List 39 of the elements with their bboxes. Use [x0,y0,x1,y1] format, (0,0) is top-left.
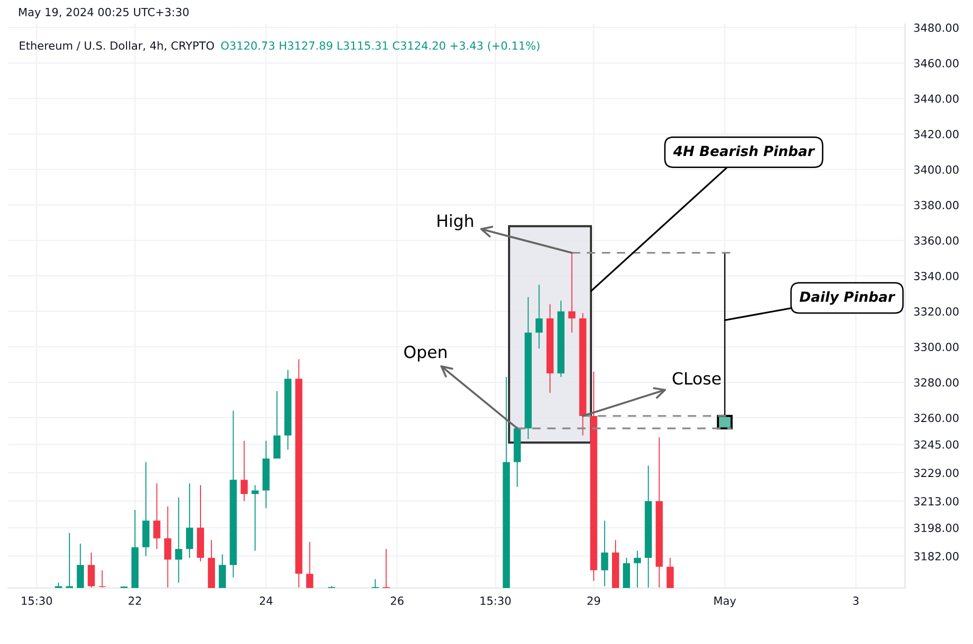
x-tick-label: 22 [128,596,141,605]
y-tick-label: 3460.00 [914,58,959,68]
y-tick-label: 3245.00 [914,440,959,449]
y-tick-label: 3320.00 [914,307,959,316]
y-tick-label: 3360.00 [914,236,959,245]
x-tick-label: 3 [853,596,858,605]
x-tick-label: 29 [587,596,600,605]
x-tick-label: May [714,596,736,608]
y-tick-label: 3229.00 [914,468,959,478]
candlestick [98,570,106,588]
annotation: 4H Bearish Pinbar [673,145,816,156]
annotation: High [438,214,473,230]
y-tick-label: 3280.00 [914,378,959,387]
annotation: Open [404,346,446,362]
candlestick [372,579,379,588]
x-tick-label: 26 [390,596,404,605]
y-tick-label: 3198.00 [914,524,959,532]
x-tick-label: 24 [260,596,272,605]
x-tick-label: 15:30 [22,596,52,605]
y-tick-label: 3340.00 [914,272,959,280]
candlestick [382,548,390,588]
y-tick-label: 3440.00 [914,94,959,103]
y-tick-label: 3300.00 [914,342,959,352]
text: May 19, 2024 00:25 UTC+3:30 [19,8,189,18]
candlestick [66,533,73,588]
candlestick [252,485,259,551]
y-tick-label: 3380.00 [914,200,959,210]
annotation: Daily Pinbar [800,291,896,305]
text: O3120.73 H3127.89 L3115.31 C3124.20 +3.43 (+0.11%) [221,41,540,52]
annotation: CLose [672,372,721,385]
text: Ethereum / U.S. Dollar, 4h, CRYPTO [20,41,214,51]
y-tick-label: 3400.00 [914,165,959,174]
y-tick-label: 3420.00 [914,130,959,138]
x-tick-label: 15:30 [480,596,511,605]
candlestick [568,252,576,333]
y-tick-label: 3260.00 [914,414,959,422]
y-tick-label: 3182.00 [914,552,959,560]
y-tick-label: 3480.00 [914,24,959,32]
y-tick-label: 3213.00 [914,497,959,506]
